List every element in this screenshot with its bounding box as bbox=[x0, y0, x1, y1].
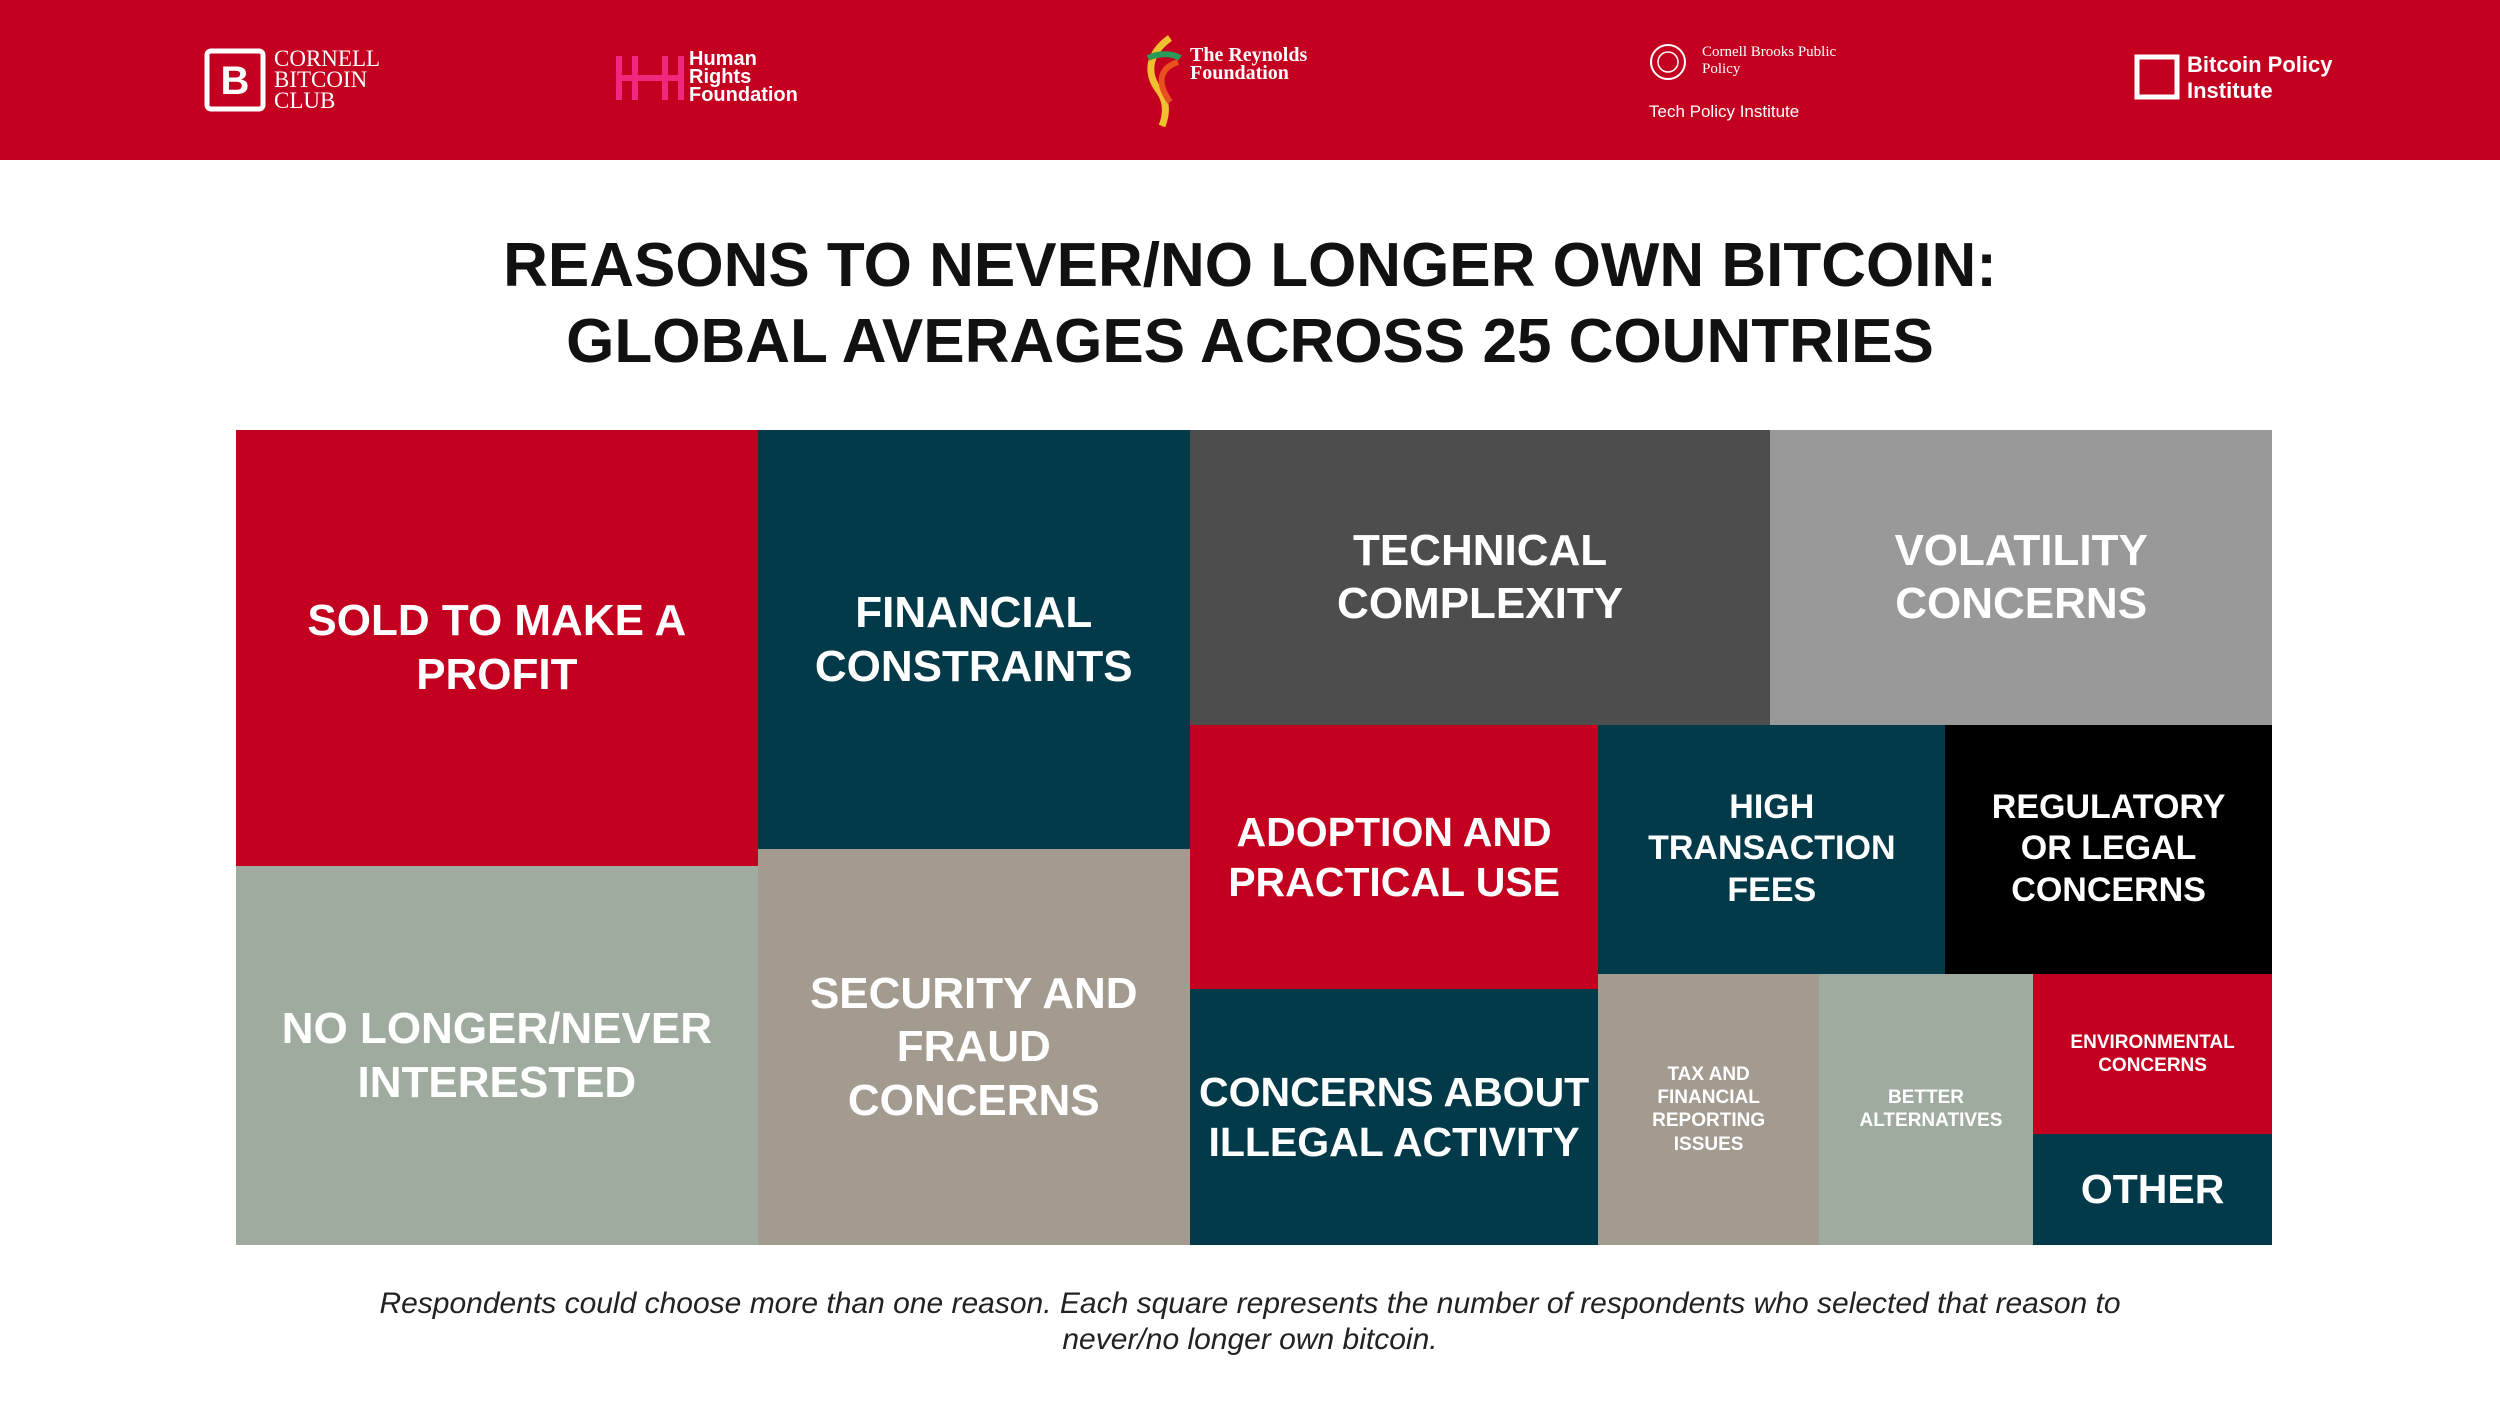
chart-title: REASONS TO NEVER/NO LONGER OWN BITCOIN: bbox=[503, 231, 1997, 300]
cell-label: ADOPTION AND PRACTICAL USE bbox=[1228, 808, 1561, 905]
logo-text: Cornell Brooks Public Policy bbox=[1702, 44, 1837, 77]
cell-label: BETTER ALTERNATIVES bbox=[1859, 1087, 2003, 1132]
cell-label: OTHER bbox=[2080, 1166, 2225, 1213]
treemap-cell: SOLD TO MAKE A PROFIT bbox=[236, 430, 758, 867]
treemap-cell: NO LONGER/NEVER INTERESTED bbox=[236, 866, 758, 1245]
treemap-cell: CONCERNS ABOUT ILLEGAL ACTIVITY bbox=[1189, 988, 1599, 1245]
logo-icon bbox=[2134, 54, 2180, 100]
logo-text: Tech Policy Institute bbox=[1649, 102, 1800, 121]
cell-label: FINANCIAL CONSTRAINTS bbox=[814, 587, 1133, 691]
treemap-cell: REGULATORY OR LEGAL CONCERNS bbox=[1945, 724, 2272, 974]
treemap-cell: ENVIRONMENTAL CONCERNS bbox=[2033, 973, 2272, 1134]
chart-title-block: REASONS TO NEVER/NO LONGER OWN BITCOIN: … bbox=[0, 228, 2500, 380]
treemap-cell: HIGH TRANSACTION FEES bbox=[1598, 724, 1946, 974]
cell-label: VOLATILITY CONCERNS bbox=[1894, 525, 2148, 629]
cell-label: TAX AND FINANCIAL REPORTING ISSUES bbox=[1652, 1064, 1766, 1155]
logo-icon: B bbox=[204, 48, 266, 112]
treemap-cell: SECURITY AND FRAUD CONCERNS bbox=[757, 849, 1190, 1245]
treemap-cell: TECHNICAL COMPLEXITY bbox=[1189, 430, 1771, 725]
treemap: SOLD TO MAKE A PROFIT NO LONGER/NEVER INT… bbox=[236, 430, 2272, 1245]
logo-icon bbox=[1650, 44, 1686, 80]
logo-text: Bitcoin Policy Institute bbox=[2187, 52, 2333, 103]
cell-label: NO LONGER/NEVER INTERESTED bbox=[281, 1003, 712, 1107]
cell-label: ENVIRONMENTAL CONCERNS bbox=[2070, 1031, 2235, 1076]
cell-label: SECURITY AND FRAUD CONCERNS bbox=[809, 968, 1138, 1125]
logo-text: CORNELL BITCOIN CLUB bbox=[274, 46, 380, 113]
svg-text:B: B bbox=[221, 59, 250, 103]
cell-label: REGULATORY OR LEGAL CONCERNS bbox=[1991, 788, 2226, 909]
cell-label: TECHNICAL COMPLEXITY bbox=[1337, 525, 1624, 629]
logo-icon bbox=[616, 56, 684, 100]
logo-text: Human Rights Foundation bbox=[689, 48, 798, 106]
logo-icon bbox=[1146, 35, 1182, 128]
treemap-cell: BETTER ALTERNATIVES bbox=[1818, 973, 2034, 1245]
treemap-cell: VOLATILITY CONCERNS bbox=[1770, 430, 2272, 725]
chart-subtitle: GLOBAL AVERAGES ACROSS 25 COUNTRIES bbox=[566, 307, 1934, 376]
treemap-cell: OTHER bbox=[2033, 1133, 2272, 1245]
treemap-cell: ADOPTION AND PRACTICAL USE bbox=[1189, 724, 1599, 989]
treemap-cell: TAX AND FINANCIAL REPORTING ISSUES bbox=[1598, 973, 1819, 1245]
treemap-cell: FINANCIAL CONSTRAINTS bbox=[757, 430, 1190, 850]
cell-label: CONCERNS ABOUT ILLEGAL ACTIVITY bbox=[1198, 1068, 1590, 1165]
footnote: Respondents could choose more than one r… bbox=[379, 1287, 2121, 1356]
cell-label: SOLD TO MAKE A PROFIT bbox=[307, 596, 687, 700]
header-bar: B CORNELL BITCOIN CLUB Human Rights Foun… bbox=[0, 0, 2500, 160]
cell-label: HIGH TRANSACTION FEES bbox=[1648, 788, 1896, 909]
logo-text: The Reynolds Foundation bbox=[1190, 44, 1308, 84]
